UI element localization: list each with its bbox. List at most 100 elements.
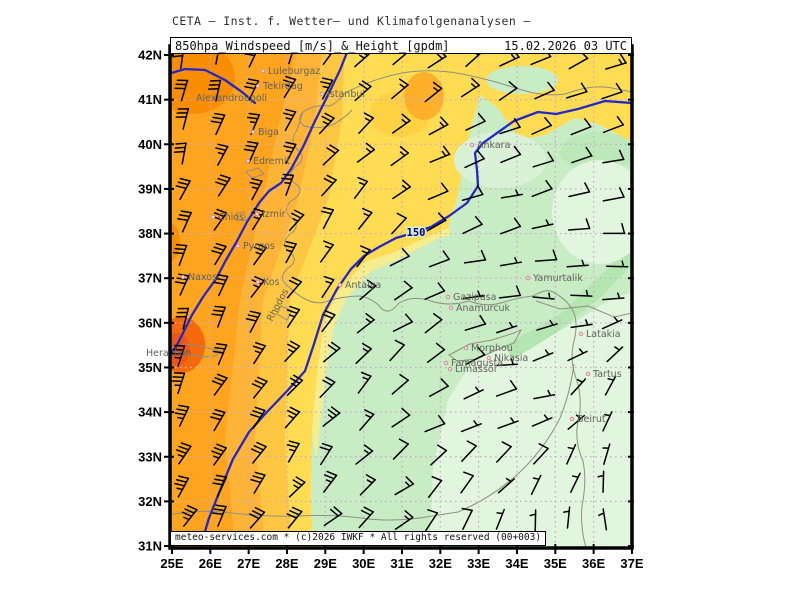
wind-barb <box>391 373 409 395</box>
wind-barb <box>288 476 306 498</box>
wind-barb <box>286 305 301 328</box>
wind-barb <box>392 313 414 332</box>
wind-barb <box>392 438 409 460</box>
wind-barb <box>251 376 268 399</box>
city-marker <box>585 371 591 377</box>
shading-region <box>171 46 235 114</box>
wind-barb <box>463 386 484 400</box>
wind-barb <box>319 376 336 399</box>
wind-barb <box>430 444 448 466</box>
wind-barb <box>533 389 556 400</box>
shading-region <box>552 160 631 264</box>
wind-barb <box>392 113 411 134</box>
lon-axis-label: 31E <box>390 556 413 571</box>
city-label: Morphou <box>471 343 513 354</box>
city-marker <box>260 68 266 74</box>
wind-barb <box>358 506 374 529</box>
lat-axis-label: 42N <box>138 48 162 63</box>
city-label: Istanbul <box>327 89 365 100</box>
wind-barb <box>460 77 481 98</box>
wind-barb <box>394 476 415 496</box>
wind-barb <box>570 319 593 329</box>
wind-barb <box>461 185 484 201</box>
wind-barb <box>175 307 190 330</box>
city-label: Edremit <box>253 156 290 167</box>
wind-barb <box>358 112 375 135</box>
wind-barb <box>461 440 477 462</box>
city-marker <box>443 360 449 366</box>
wind-barb <box>465 346 486 366</box>
wind-barb <box>322 406 341 427</box>
wind-barb <box>210 409 226 432</box>
wind-barb <box>281 173 295 196</box>
city-marker <box>235 243 241 249</box>
wind-barb <box>605 260 629 268</box>
wind-barb <box>175 108 190 130</box>
wind-barb <box>464 314 487 331</box>
wind-barb <box>283 240 297 264</box>
wind-barb <box>390 146 410 167</box>
lon-axis-label: 29E <box>314 556 337 571</box>
shading-region <box>285 47 631 547</box>
wind-barb <box>499 217 522 235</box>
wind-barb <box>495 380 518 397</box>
product-label: 850hpa_Windspeed_[m/s]_&_Height_[gpdm] <box>175 38 450 53</box>
wind-barb <box>356 142 376 163</box>
windspeed-shading-layer <box>171 46 631 547</box>
city-label: Pyrgos <box>243 241 275 252</box>
wind-barb <box>601 82 623 100</box>
city-label: Yamurtalik <box>532 273 583 284</box>
wind-barb <box>567 348 588 362</box>
wind-barb <box>496 321 518 334</box>
wind-barb <box>357 207 373 230</box>
wind-barb <box>566 259 589 268</box>
lon-axis-label: 26E <box>199 556 222 571</box>
wind-barb <box>464 150 485 169</box>
wind-barb <box>286 374 304 396</box>
wind-barb <box>207 79 222 102</box>
wind-barb <box>173 142 187 165</box>
wind-barb <box>211 373 228 396</box>
city-label: Beirut <box>577 414 606 425</box>
wind-barb <box>322 144 340 166</box>
wind-barb <box>249 178 263 201</box>
wind-barb <box>498 81 518 101</box>
credit-bar: meteo-services.com * (c)2026 IWKF * All … <box>170 531 547 546</box>
wind-barb <box>495 508 505 530</box>
lon-axis-label: 36E <box>582 556 605 571</box>
lat-axis-label: 35N <box>138 360 162 375</box>
wind-barb <box>570 289 593 297</box>
wind-barb <box>288 209 305 232</box>
wind-barb <box>181 504 198 527</box>
wind-barb <box>495 358 519 367</box>
wind-barb <box>175 177 191 201</box>
wind-barb <box>359 474 376 496</box>
wind-barb <box>323 341 341 363</box>
wind-barb <box>355 444 374 465</box>
shading-region <box>404 72 444 120</box>
lon-axis-label: 33E <box>467 556 490 571</box>
wind-barb <box>319 442 333 466</box>
wind-barb <box>427 475 443 498</box>
wind-barb <box>211 443 228 466</box>
shading-region <box>312 228 452 460</box>
height-contour <box>198 99 631 547</box>
city-label: Chios <box>218 212 244 223</box>
height-contour <box>171 67 257 105</box>
city-label: Biga <box>258 127 279 138</box>
wind-barb <box>283 108 297 132</box>
wind-barb <box>532 349 554 362</box>
shading-region <box>171 47 298 547</box>
wind-barb <box>496 441 512 463</box>
wind-barb <box>426 342 446 363</box>
wind-barb <box>391 212 407 235</box>
wind-barb <box>359 409 375 431</box>
city-marker <box>337 282 343 288</box>
wind-barb <box>424 81 443 103</box>
city-marker <box>445 294 451 300</box>
wind-barb <box>426 212 447 232</box>
wind-barb <box>529 509 537 532</box>
wind-barb <box>211 242 227 266</box>
lat-axis-label: 32N <box>138 494 162 509</box>
